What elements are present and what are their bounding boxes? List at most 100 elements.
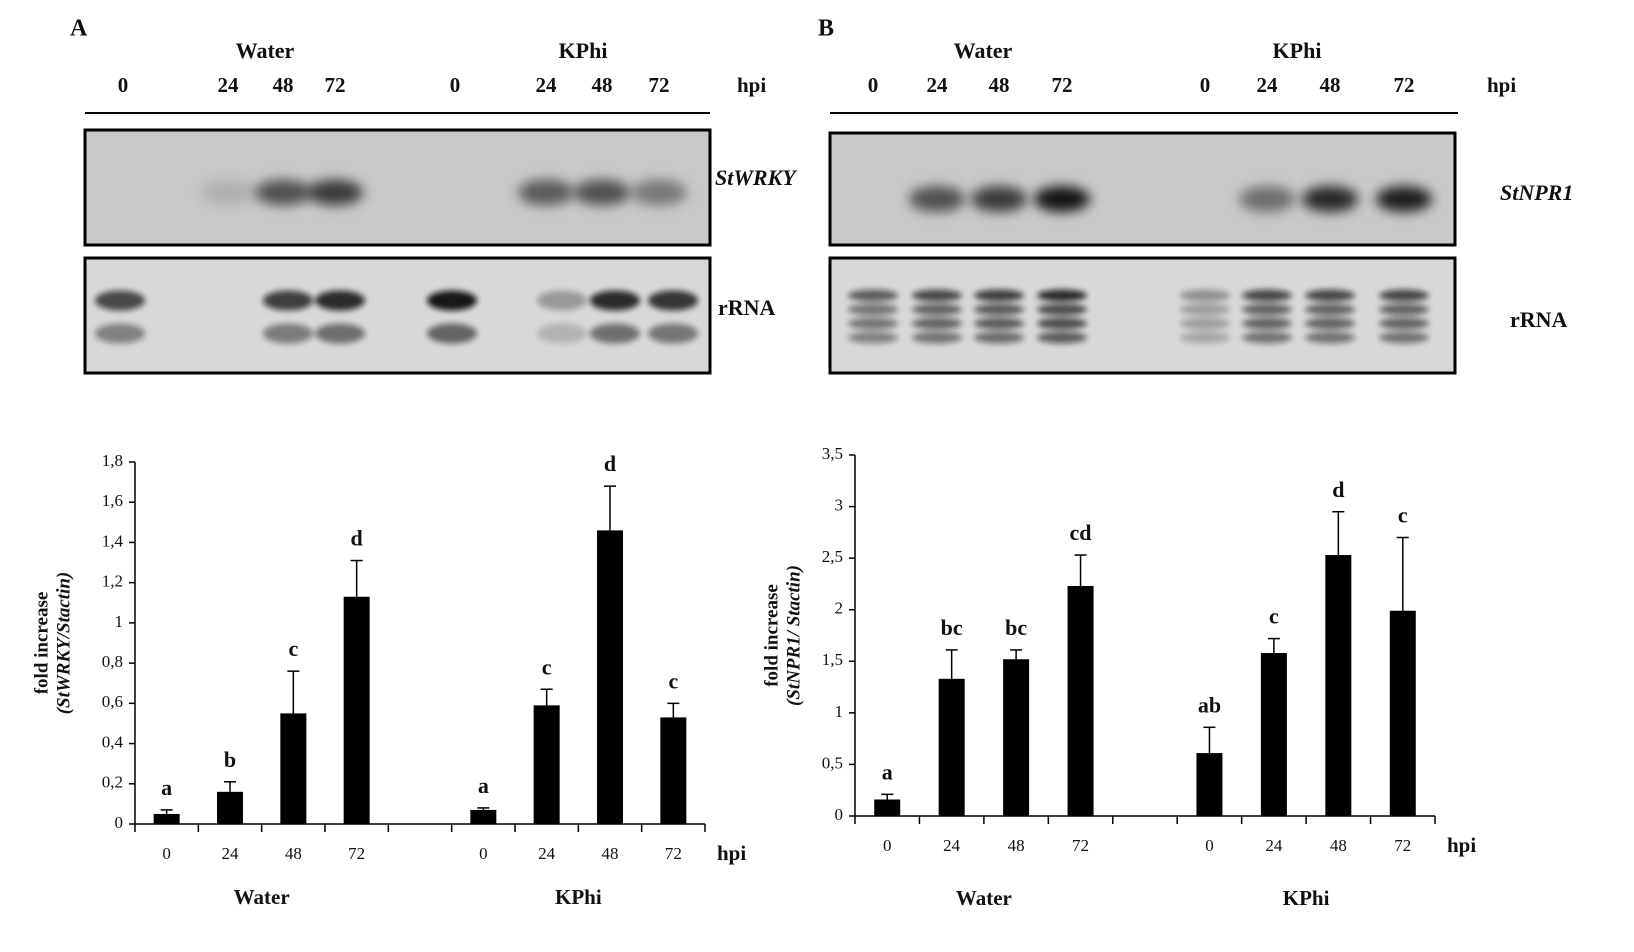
significance-letter: d bbox=[351, 526, 363, 551]
blot-lane-label: 72 bbox=[1052, 73, 1073, 97]
x-tick-label: 48 bbox=[1008, 836, 1025, 855]
x-tick-label: 24 bbox=[222, 844, 240, 863]
y-axis-label: fold increase bbox=[761, 584, 782, 687]
blot-lane-label: 24 bbox=[1257, 73, 1279, 97]
blot-band bbox=[307, 179, 363, 206]
significance-letter: b bbox=[224, 747, 236, 772]
blot-band bbox=[1305, 317, 1355, 330]
x-tick-label: 72 bbox=[1394, 836, 1411, 855]
blot-group-label: KPhi bbox=[559, 38, 608, 63]
blot-band bbox=[1379, 303, 1429, 316]
y-tick-label: 0,6 bbox=[102, 692, 123, 711]
x-tick-label: 48 bbox=[1330, 836, 1347, 855]
y-tick-label: 1,6 bbox=[102, 491, 123, 510]
blot-band bbox=[848, 331, 898, 344]
y-tick-label: 3 bbox=[835, 495, 844, 514]
y-tick-label: 0 bbox=[115, 813, 124, 832]
blot-lane-label: 48 bbox=[1320, 73, 1341, 97]
bar bbox=[1260, 653, 1287, 816]
significance-letter: a bbox=[161, 775, 172, 800]
blot-band bbox=[1037, 303, 1087, 316]
x-tick-label: 24 bbox=[943, 836, 961, 855]
blot-lane-label: 72 bbox=[1394, 73, 1415, 97]
significance-letter: a bbox=[882, 759, 893, 784]
bar bbox=[1196, 753, 1223, 816]
blot-band bbox=[95, 290, 145, 311]
x-tick-label: 24 bbox=[1265, 836, 1283, 855]
bar bbox=[1325, 555, 1352, 816]
blot-band bbox=[848, 317, 898, 330]
y-tick-label: 1,8 bbox=[102, 451, 123, 470]
y-axis-label: fold increase bbox=[31, 592, 52, 695]
y-tick-label: 0,5 bbox=[822, 753, 843, 772]
y-tick-label: 2 bbox=[835, 599, 844, 618]
significance-letter: a bbox=[478, 773, 489, 798]
x-axis-unit: hpi bbox=[717, 841, 746, 865]
blot-band bbox=[909, 186, 965, 212]
blot-band bbox=[974, 303, 1024, 316]
blot-band bbox=[1242, 317, 1292, 330]
bar bbox=[874, 799, 901, 816]
y-tick-label: 1 bbox=[115, 612, 124, 631]
blot-band bbox=[971, 186, 1027, 212]
significance-letter: c bbox=[288, 636, 298, 661]
blot-band bbox=[315, 323, 365, 344]
blot-band bbox=[1034, 186, 1090, 212]
x-tick-label: 24 bbox=[538, 844, 556, 863]
blot-panel bbox=[83, 256, 712, 375]
panel-letter: B bbox=[818, 16, 834, 42]
blot-band bbox=[631, 179, 687, 206]
bar bbox=[597, 530, 623, 824]
blot-group-label: Water bbox=[954, 38, 1013, 63]
y-tick-label: 1 bbox=[835, 702, 844, 721]
blot-band bbox=[1037, 317, 1087, 330]
blot-band bbox=[848, 303, 898, 316]
blot-band bbox=[263, 323, 313, 344]
x-tick-label: 0 bbox=[883, 836, 892, 855]
y-axis-label: (StNPR1/ Stactin) bbox=[783, 565, 804, 706]
blot-unit-label: hpi bbox=[737, 73, 766, 97]
blot-band bbox=[1037, 289, 1087, 302]
panel-letter: A bbox=[70, 16, 88, 42]
blot-band bbox=[912, 317, 962, 330]
significance-letter: bc bbox=[941, 615, 963, 640]
blot-band bbox=[1242, 303, 1292, 316]
x-group-label: KPhi bbox=[1283, 886, 1330, 910]
blot-band bbox=[1302, 186, 1358, 212]
blot-rrna-label: rRNA bbox=[1510, 307, 1568, 332]
y-tick-label: 1,5 bbox=[822, 650, 843, 669]
blot-band bbox=[1376, 186, 1432, 212]
y-tick-label: 2,5 bbox=[822, 547, 843, 566]
x-tick-label: 72 bbox=[348, 844, 365, 863]
significance-letter: c bbox=[542, 654, 552, 679]
blot-band bbox=[648, 290, 698, 311]
y-tick-label: 0,2 bbox=[102, 773, 123, 792]
blot-band bbox=[590, 323, 640, 344]
blot-band bbox=[912, 289, 962, 302]
blot-group-label: Water bbox=[236, 38, 295, 63]
x-tick-label: 0 bbox=[479, 844, 488, 863]
blot-lane-label: 24 bbox=[218, 73, 240, 97]
bar bbox=[660, 717, 687, 824]
blot-band bbox=[263, 290, 313, 311]
x-group-label: Water bbox=[956, 886, 1012, 910]
bar bbox=[1389, 610, 1416, 816]
blot-band bbox=[1037, 331, 1087, 344]
y-tick-label: 0,8 bbox=[102, 652, 123, 671]
blot-band bbox=[590, 290, 640, 311]
x-tick-label: 72 bbox=[665, 844, 682, 863]
x-tick-label: 0 bbox=[162, 844, 171, 863]
y-tick-label: 1,4 bbox=[102, 531, 124, 550]
blot-band bbox=[427, 290, 477, 311]
significance-letter: cd bbox=[1070, 520, 1092, 545]
x-tick-label: 48 bbox=[602, 844, 619, 863]
bar bbox=[217, 791, 243, 824]
bar bbox=[343, 596, 370, 824]
blot-band bbox=[315, 290, 365, 311]
significance-letter: c bbox=[1269, 604, 1279, 629]
blot-lane-label: 48 bbox=[989, 73, 1010, 97]
blot-band bbox=[1180, 303, 1230, 316]
blot-lane-label: 48 bbox=[273, 73, 294, 97]
blot-rrna-label: rRNA bbox=[718, 295, 776, 320]
